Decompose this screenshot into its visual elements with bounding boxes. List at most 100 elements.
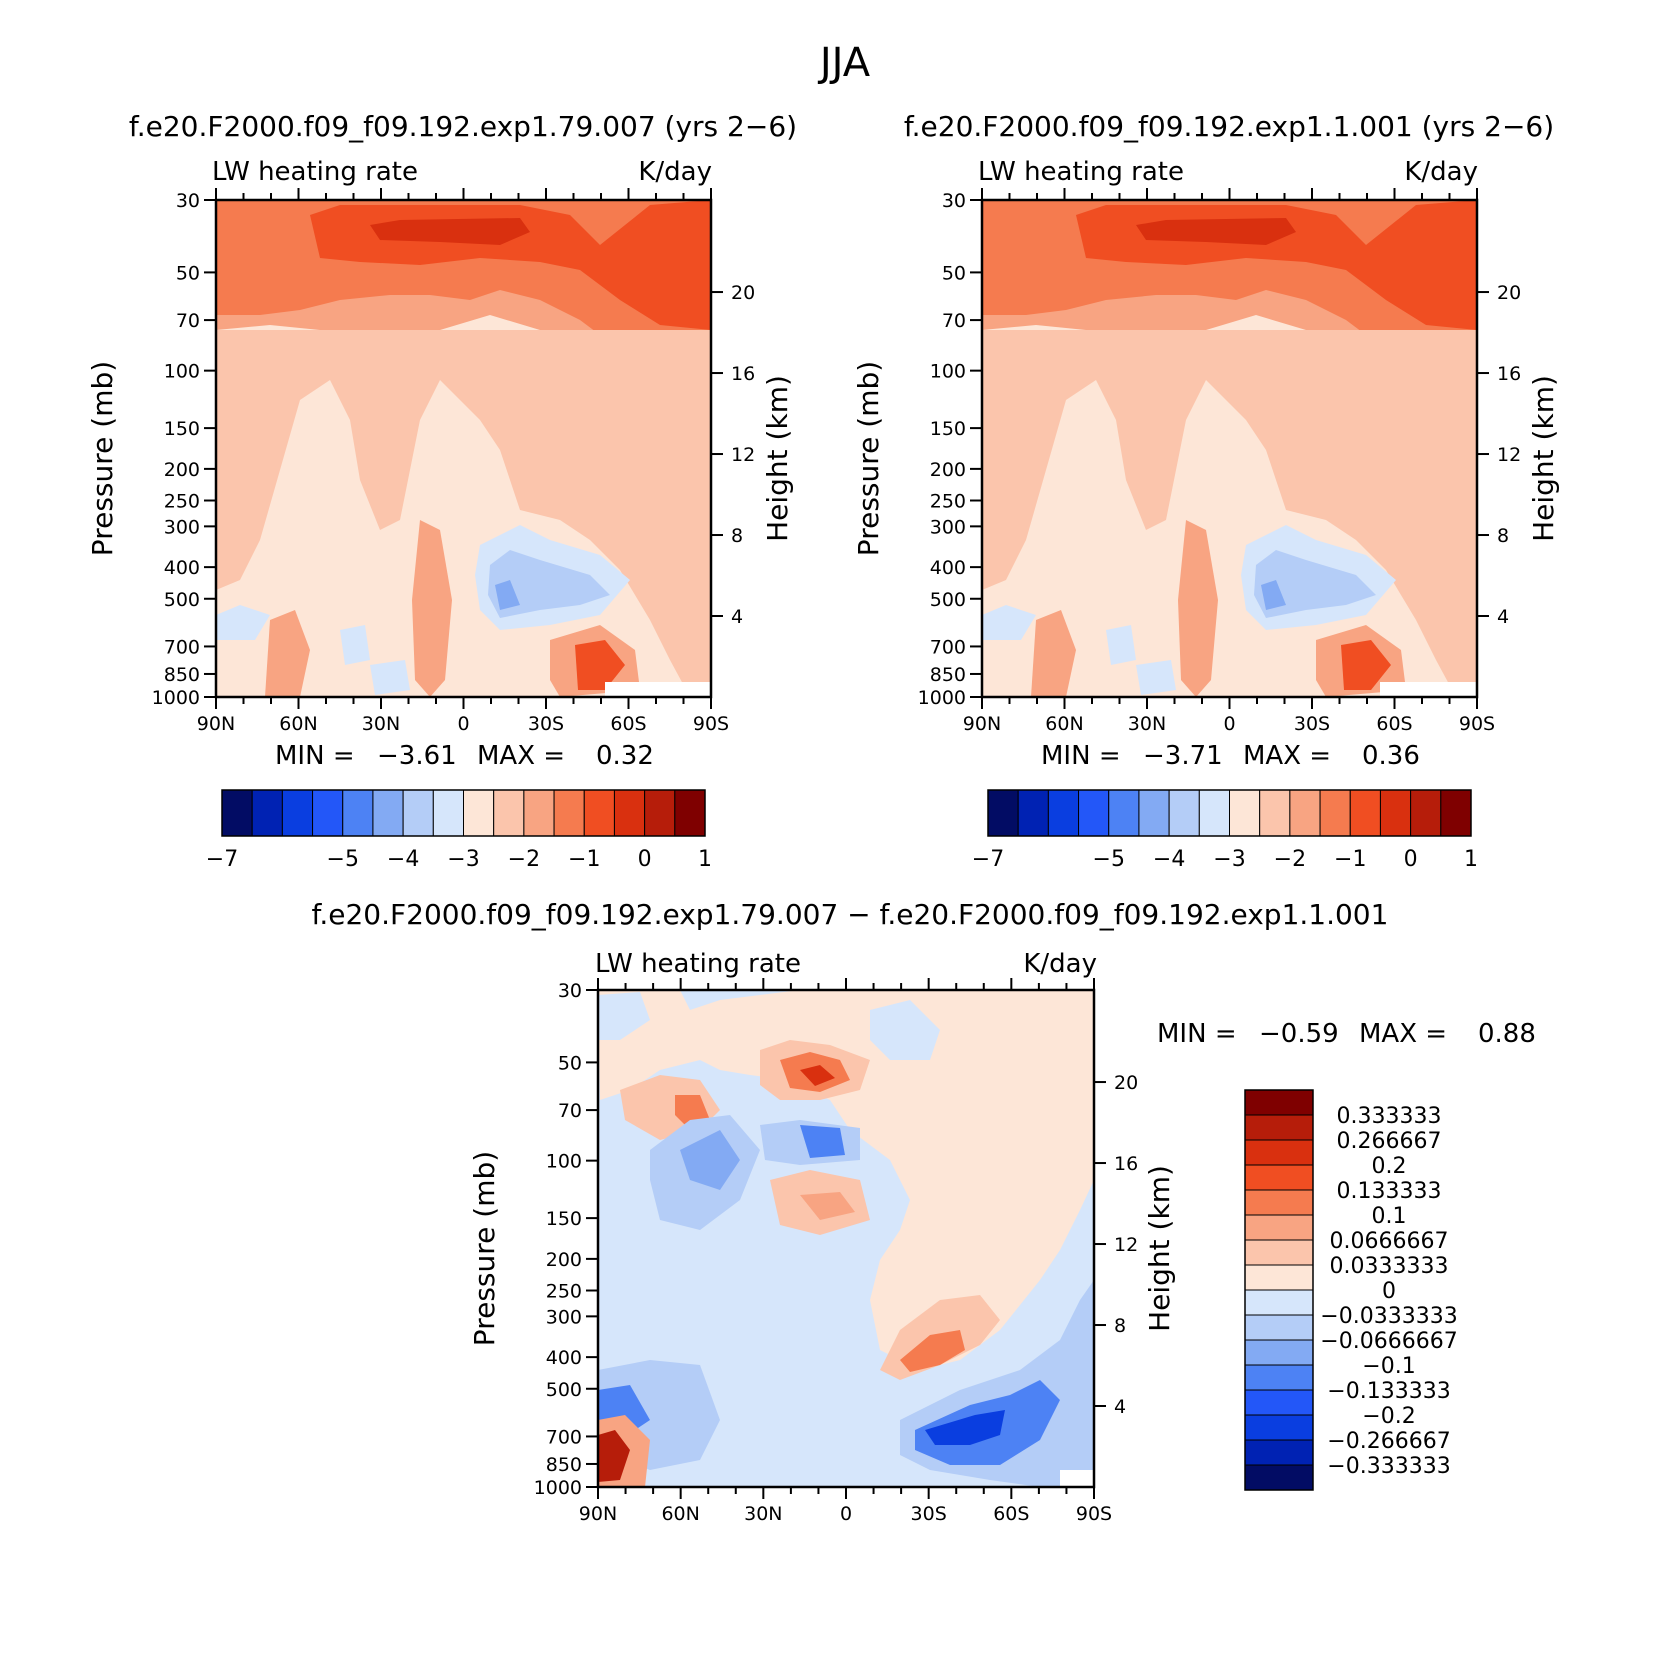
colorbar-box xyxy=(1440,789,1472,837)
lat-tick-label: 30N xyxy=(362,713,400,735)
colorbar-label: −4 xyxy=(387,847,419,872)
lat-tick-label: 30N xyxy=(744,1503,782,1525)
min-max-readout: MIN = −3.71 MAX = 0.36 xyxy=(1041,741,1420,771)
contour-field xyxy=(216,200,711,697)
colorbar: −7 −5 −4 −3 −2 −1 0 1 xyxy=(206,789,712,872)
colorbar-box xyxy=(402,789,434,837)
colorbar-box xyxy=(1244,1189,1314,1216)
contour-field xyxy=(598,990,1094,1487)
colorbar-box xyxy=(463,789,495,837)
contour-band xyxy=(1254,550,1376,618)
colorbar-box xyxy=(583,789,615,837)
colorbar-box xyxy=(1410,789,1442,837)
pressure-tick-label: 300 xyxy=(546,1306,582,1328)
colorbar-label: −1 xyxy=(568,847,600,872)
contour-band xyxy=(1031,610,1076,697)
units-label: K/day xyxy=(1404,157,1478,187)
contour-band xyxy=(982,605,1036,640)
colorbar-box xyxy=(281,789,314,837)
lat-tick-label: 90N xyxy=(197,713,235,735)
colorbar-box xyxy=(1138,789,1170,837)
contour-band-core xyxy=(1136,218,1296,245)
lat-tick-label: 0 xyxy=(457,713,469,735)
colorbar-box xyxy=(1047,789,1080,837)
panel-title: f.e20.F2000.f09_f09.192.exp1.79.007 (yrs… xyxy=(129,110,797,143)
pressure-tick-label: 50 xyxy=(558,1052,582,1074)
contour-band-core xyxy=(800,1065,835,1086)
colorbar-label: 0.266667 xyxy=(1337,1129,1442,1154)
variable-label: LW heating rate xyxy=(978,157,1184,187)
lat-tick-label: 30S xyxy=(1294,713,1330,735)
pressure-tick-label: 500 xyxy=(164,589,200,611)
colorbar-box xyxy=(432,789,464,837)
contour-band xyxy=(370,660,410,695)
min-max-readout: MIN = −3.61 MAX = 0.32 xyxy=(275,741,654,771)
min-value: −0.59 xyxy=(1259,1019,1339,1049)
pressure-tick-label: 850 xyxy=(930,664,966,686)
y2-axis-title: Height (km) xyxy=(761,375,794,542)
pressure-tick-label: 500 xyxy=(930,589,966,611)
panel-exp1-1-001: f.e20.F2000.f09_f09.192.exp1.1.001 (yrs … xyxy=(852,110,1560,872)
max-value: 0.88 xyxy=(1478,1019,1536,1049)
lat-tick-label: 60N xyxy=(279,713,317,735)
colorbar-label: −5 xyxy=(1093,847,1125,872)
colorbar-box xyxy=(1244,1139,1314,1166)
contour-band xyxy=(488,550,610,618)
contour-band-core xyxy=(370,218,530,245)
colorbar-label: −0.2 xyxy=(1362,1404,1415,1429)
contour-band-core xyxy=(598,1430,630,1482)
y-axis-title: Pressure (mb) xyxy=(86,361,119,556)
colorbar-box xyxy=(1108,789,1140,837)
colorbar-box xyxy=(523,789,555,837)
height-tick-label: 12 xyxy=(1114,1234,1138,1256)
colorbar-label: 0.0666667 xyxy=(1330,1229,1449,1254)
lat-tick-label: 30S xyxy=(911,1503,947,1525)
colorbar-label: −1 xyxy=(1334,847,1366,872)
panel-exp1-79-007: f.e20.F2000.f09_f09.192.exp1.79.007 (yrs… xyxy=(86,110,797,872)
contour-band xyxy=(216,605,270,640)
height-tick-label: 12 xyxy=(1497,444,1521,466)
lat-tick-label: 60S xyxy=(610,713,646,735)
colorbar-label: 0 xyxy=(1382,1279,1396,1304)
height-tick-label: 20 xyxy=(731,282,755,304)
lat-tick-label: 0 xyxy=(1223,713,1235,735)
colorbar-box xyxy=(251,789,283,837)
lat-tick-label: 90S xyxy=(1459,713,1495,735)
contour-band xyxy=(598,992,650,1040)
colorbar-label: 0.0333333 xyxy=(1330,1254,1449,1279)
height-tick-label: 4 xyxy=(731,606,743,628)
colorbar-box xyxy=(1259,789,1291,837)
pressure-tick-label: 150 xyxy=(546,1208,582,1230)
pressure-tick-label: 100 xyxy=(164,361,200,383)
colorbar-label: −7 xyxy=(972,847,1004,872)
pressure-tick-label: 700 xyxy=(930,636,966,658)
height-tick-label: 20 xyxy=(1114,1072,1138,1094)
colorbar-box xyxy=(1289,789,1321,837)
pressure-tick-label: 50 xyxy=(942,262,966,284)
colorbar-box xyxy=(1244,1164,1314,1191)
colorbar-box xyxy=(1244,1464,1314,1491)
colorbar-box xyxy=(1168,789,1200,837)
pressure-tick-label: 400 xyxy=(164,557,200,579)
colorbar-label: 0 xyxy=(1404,847,1418,872)
lat-tick-label: 60S xyxy=(1376,713,1412,735)
pressure-tick-label: 200 xyxy=(930,459,966,481)
colorbar-label: 0.2 xyxy=(1372,1154,1407,1179)
contour-band xyxy=(265,610,310,697)
colorbar-label: −5 xyxy=(327,847,359,872)
figure-title: JJA xyxy=(817,40,871,86)
colorbar-label: 0.333333 xyxy=(1337,1104,1442,1129)
colorbar-label: 1 xyxy=(1464,847,1478,872)
lat-tick-label: 60N xyxy=(661,1503,699,1525)
colorbar-label: −3 xyxy=(447,847,479,872)
pressure-tick-label: 1000 xyxy=(152,687,200,709)
colorbar-label: −0.133333 xyxy=(1327,1379,1450,1404)
colorbar-label: −3 xyxy=(1213,847,1245,872)
colorbar-label: 1 xyxy=(698,847,712,872)
pressure-tick-label: 250 xyxy=(930,491,966,513)
y2-axis-title: Height (km) xyxy=(1527,375,1560,542)
pressure-tick-label: 250 xyxy=(546,1281,582,1303)
contour-band xyxy=(870,1000,940,1060)
